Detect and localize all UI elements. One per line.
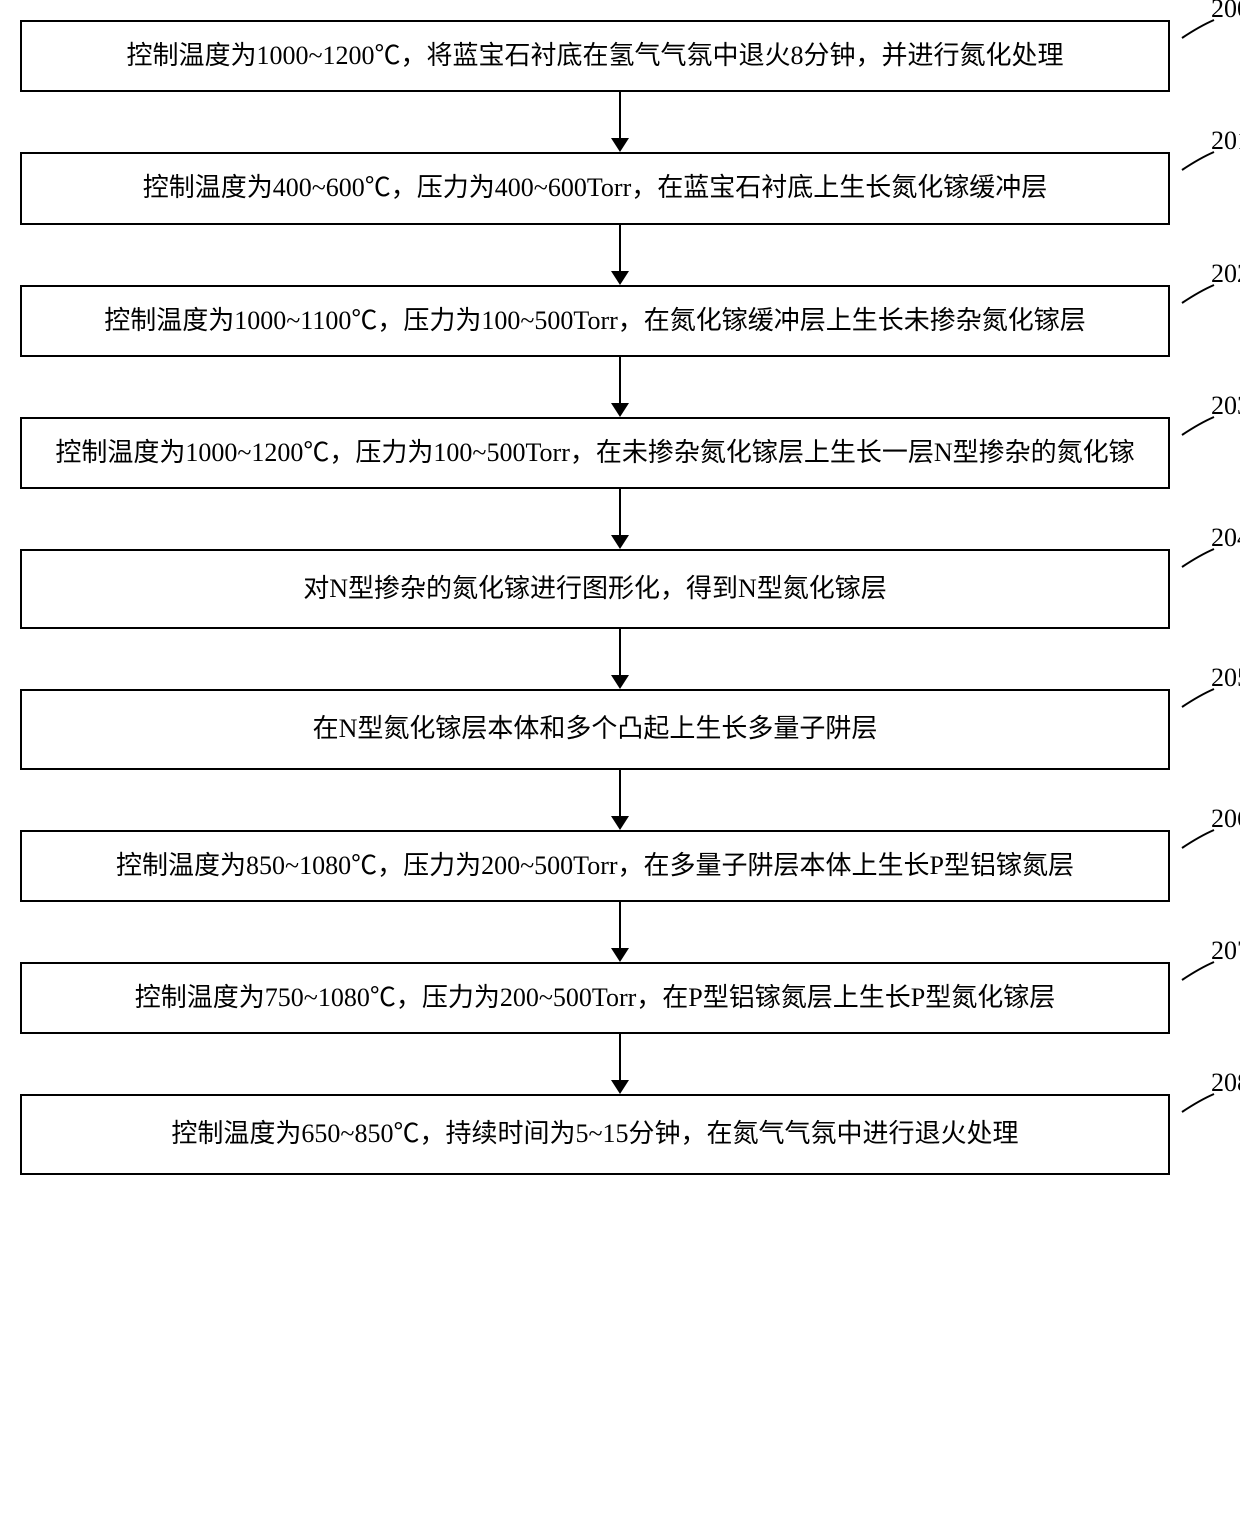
step-box: 控制温度为850~1080℃，压力为200~500Torr，在多量子阱层本体上生… [20, 830, 1170, 902]
arrow-down [611, 489, 629, 549]
step-label: 206 [1211, 804, 1240, 834]
step-box: 控制温度为400~600℃，压力为400~600Torr，在蓝宝石衬底上生长氮化… [20, 152, 1170, 224]
process-flowchart: 200 控制温度为1000~1200℃，将蓝宝石衬底在氢气气氛中退火8分钟，并进… [20, 20, 1220, 1175]
step-label: 205 [1211, 663, 1240, 693]
arrow-down [611, 92, 629, 152]
step-box: 控制温度为1000~1200℃，将蓝宝石衬底在氢气气氛中退火8分钟，并进行氮化处… [20, 20, 1170, 92]
step-label: 202 [1211, 259, 1240, 289]
step-box: 控制温度为1000~1200℃，压力为100~500Torr，在未掺杂氮化镓层上… [20, 417, 1170, 489]
arrow-down [611, 225, 629, 285]
step-200: 200 控制温度为1000~1200℃，将蓝宝石衬底在氢气气氛中退火8分钟，并进… [20, 20, 1220, 92]
arrow-down [611, 1034, 629, 1094]
step-box: 控制温度为750~1080℃，压力为200~500Torr，在P型铝镓氮层上生长… [20, 962, 1170, 1034]
step-201: 201 控制温度为400~600℃，压力为400~600Torr，在蓝宝石衬底上… [20, 152, 1220, 224]
step-box: 控制温度为650~850℃，持续时间为5~15分钟，在氮气气氛中进行退火处理 [20, 1094, 1170, 1174]
step-label: 201 [1211, 126, 1240, 156]
step-206: 206 控制温度为850~1080℃，压力为200~500Torr，在多量子阱层… [20, 830, 1220, 902]
step-box: 对N型掺杂的氮化镓进行图形化，得到N型氮化镓层 [20, 549, 1170, 629]
arrow-down [611, 770, 629, 830]
arrow-down [611, 357, 629, 417]
step-202: 202 控制温度为1000~1100℃，压力为100~500Torr，在氮化镓缓… [20, 285, 1220, 357]
step-207: 207 控制温度为750~1080℃，压力为200~500Torr，在P型铝镓氮… [20, 962, 1220, 1034]
step-204: 204 对N型掺杂的氮化镓进行图形化，得到N型氮化镓层 [20, 549, 1220, 629]
step-box: 在N型氮化镓层本体和多个凸起上生长多量子阱层 [20, 689, 1170, 769]
step-label: 208 [1211, 1068, 1240, 1098]
step-box: 控制温度为1000~1100℃，压力为100~500Torr，在氮化镓缓冲层上生… [20, 285, 1170, 357]
arrow-down [611, 902, 629, 962]
step-203: 203 控制温度为1000~1200℃，压力为100~500Torr，在未掺杂氮… [20, 417, 1220, 489]
arrow-down [611, 629, 629, 689]
step-208: 208 控制温度为650~850℃，持续时间为5~15分钟，在氮气气氛中进行退火… [20, 1094, 1220, 1174]
step-205: 205 在N型氮化镓层本体和多个凸起上生长多量子阱层 [20, 689, 1220, 769]
step-label: 204 [1211, 523, 1240, 553]
step-label: 200 [1211, 0, 1240, 24]
step-label: 203 [1211, 391, 1240, 421]
step-label: 207 [1211, 936, 1240, 966]
